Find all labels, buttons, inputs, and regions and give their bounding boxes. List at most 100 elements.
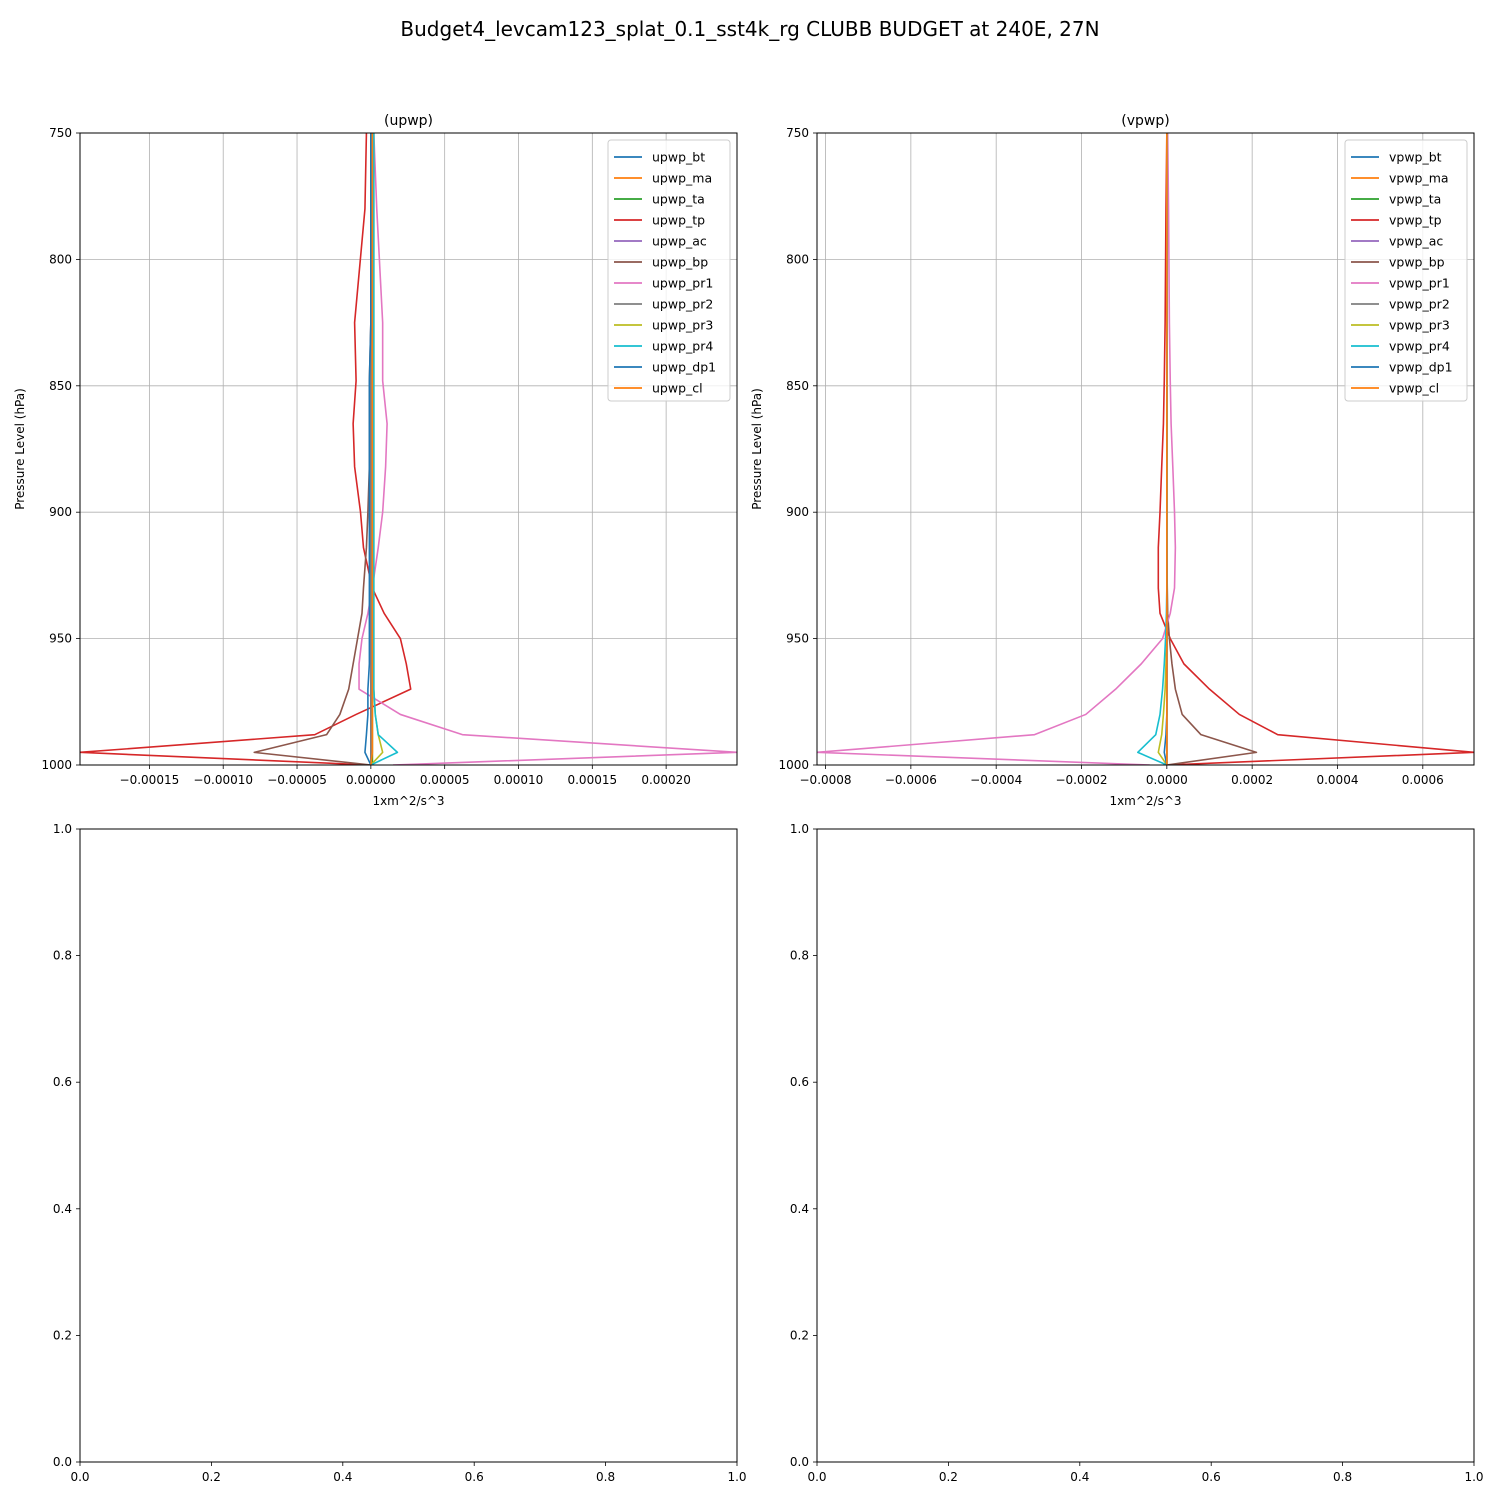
series-line-vpwp_pr1 xyxy=(817,133,1177,765)
x-tick-label: 0.6 xyxy=(1202,1470,1221,1484)
y-axis-label: Pressure Level (hPa) xyxy=(750,388,764,510)
legend-label: vpwp_dp1 xyxy=(1389,360,1453,375)
legend-label: vpwp_bp xyxy=(1389,255,1445,270)
legend-label: vpwp_tp xyxy=(1389,213,1442,228)
legend-label: upwp_bt xyxy=(652,150,705,165)
legend: upwp_bt upwp_ma upwp_ta upwp_tp upwp_ac upwp_… xyxy=(607,139,731,402)
y-tick-label: 950 xyxy=(786,632,809,646)
series-line-vpwp_tp xyxy=(1157,133,1474,765)
y-tick-label: 800 xyxy=(786,252,809,266)
legend-label: upwp_dp1 xyxy=(652,360,716,375)
x-tick-label: 0.00015 xyxy=(567,773,617,787)
y-tick-label: 900 xyxy=(786,505,809,519)
y-tick-label: 950 xyxy=(49,632,72,646)
legend-entry: vpwp_ac xyxy=(1351,234,1443,249)
legend-entry: vpwp_pr4 xyxy=(1351,339,1450,354)
legend-entry: vpwp_bp xyxy=(1351,255,1445,270)
y-tick-label: 1000 xyxy=(41,758,72,772)
legend-label: upwp_cl xyxy=(652,381,703,396)
series-line-upwp_pr4 xyxy=(370,133,399,765)
x-tick-label: 0.4 xyxy=(333,1470,352,1484)
y-tick-label: 0.6 xyxy=(790,1075,809,1089)
y-tick-label: 1.0 xyxy=(53,822,72,836)
legend-label: vpwp_cl xyxy=(1389,381,1439,396)
axes-panel-1: −0.00015 −0.00010 −0.00005 0.00000 0.00005 0.… xyxy=(13,113,738,808)
legend-entry: vpwp_pr3 xyxy=(1351,318,1450,333)
series-line-upwp_cl xyxy=(370,133,374,765)
axes-frame xyxy=(79,132,738,766)
series-line-upwp_dp1 xyxy=(364,133,372,765)
x-tick-label: −0.0002 xyxy=(1055,773,1107,787)
x-tick-label: −0.00015 xyxy=(120,773,180,787)
legend-entry: vpwp_pr1 xyxy=(1351,276,1450,291)
legend-entry: upwp_bt xyxy=(614,150,705,165)
legend-box xyxy=(607,139,731,402)
legend-label: vpwp_pr2 xyxy=(1389,297,1450,312)
legend-label: vpwp_ac xyxy=(1389,234,1443,249)
y-tick-label: 0.6 xyxy=(53,1075,72,1089)
x-tick-label: 1.0 xyxy=(727,1470,746,1484)
legend-entry: vpwp_ma xyxy=(1351,171,1449,186)
y-tick-label: 0.8 xyxy=(53,949,72,963)
legend-entry: vpwp_ta xyxy=(1351,192,1441,207)
legend-entry: upwp_ta xyxy=(614,192,705,207)
y-tick-label: 850 xyxy=(49,379,72,393)
legend-entry: upwp_pr4 xyxy=(614,339,713,354)
figure-suptitle: Budget4_levcam123_splat_0.1_sst4k_rg CLU… xyxy=(400,17,1099,41)
x-axis-label: 1xm^2/s^3 xyxy=(372,794,444,808)
y-tick-label: 0.4 xyxy=(53,1202,72,1216)
legend-entry: upwp_pr3 xyxy=(614,318,713,333)
x-axis-label: 1xm^2/s^3 xyxy=(1109,794,1181,808)
legend-label: vpwp_pr4 xyxy=(1389,339,1450,354)
legend-entry: upwp_dp1 xyxy=(614,360,716,375)
legend-entry: upwp_ma xyxy=(614,171,712,186)
y-tick-label: 750 xyxy=(786,126,809,140)
series-lines xyxy=(80,133,737,765)
legend-box xyxy=(1344,139,1468,402)
legend-label: vpwp_ta xyxy=(1389,192,1441,207)
y-tick-label: 1000 xyxy=(778,758,809,772)
legend-entry: upwp_pr2 xyxy=(614,297,713,312)
legend-label: upwp_pr2 xyxy=(652,297,713,312)
series-lines xyxy=(817,133,1474,765)
legend-label: vpwp_ma xyxy=(1389,171,1449,186)
x-tick-label: 0.00005 xyxy=(420,773,470,787)
axes-title: (upwp) xyxy=(384,113,433,129)
y-tick-label: 0.4 xyxy=(790,1202,809,1216)
axes-title: (vpwp) xyxy=(1121,113,1169,129)
x-tick-label: 1.0 xyxy=(1464,1470,1483,1484)
x-tick-label: 0.2 xyxy=(939,1470,958,1484)
legend-entry: upwp_bp xyxy=(614,255,708,270)
x-tick-label: 0.6 xyxy=(465,1470,484,1484)
y-tick-label: 0.8 xyxy=(790,949,809,963)
y-tick-label: 0.2 xyxy=(790,1328,809,1342)
legend-entry: upwp_cl xyxy=(614,381,703,396)
series-line-vpwp_bp xyxy=(1166,133,1258,765)
x-tick-label: −0.0008 xyxy=(800,773,852,787)
x-tick-label: −0.00010 xyxy=(193,773,253,787)
legend-label: upwp_tp xyxy=(652,213,705,228)
x-tick-label: 0.00000 xyxy=(346,773,396,787)
y-tick-label: 900 xyxy=(49,505,72,519)
legend-entry: upwp_pr1 xyxy=(614,276,713,291)
y-tick-label: 0.2 xyxy=(53,1328,72,1342)
axes-frame xyxy=(816,132,1475,766)
legend-label: upwp_ac xyxy=(652,234,707,249)
x-tick-label: 0.4 xyxy=(1070,1470,1089,1484)
legend-label: vpwp_pr3 xyxy=(1389,318,1450,333)
y-tick-label: 1.0 xyxy=(790,822,809,836)
x-tick-label: 0.2 xyxy=(202,1470,221,1484)
y-tick-label: 800 xyxy=(49,252,72,266)
legend-label: vpwp_bt xyxy=(1389,150,1442,165)
x-tick-label: 0.00020 xyxy=(641,773,691,787)
series-line-upwp_tp xyxy=(80,133,412,765)
x-tick-label: 0.0 xyxy=(807,1470,826,1484)
legend-label: vpwp_pr1 xyxy=(1389,276,1450,291)
x-tick-label: 0.8 xyxy=(596,1470,615,1484)
x-tick-label: −0.0006 xyxy=(885,773,937,787)
x-tick-label: 0.0004 xyxy=(1316,773,1358,787)
legend-label: upwp_ma xyxy=(652,171,712,186)
x-tick-label: 0.8 xyxy=(1333,1470,1352,1484)
